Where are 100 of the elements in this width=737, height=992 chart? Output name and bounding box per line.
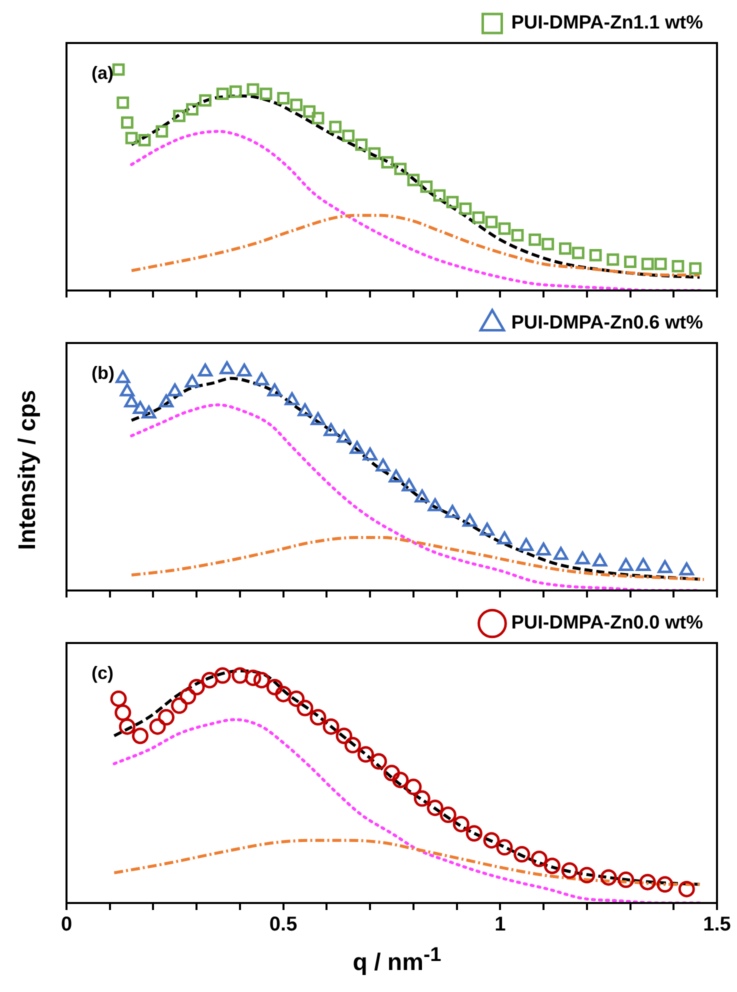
point bbox=[342, 130, 355, 142]
point bbox=[689, 262, 702, 275]
point bbox=[679, 562, 694, 576]
point bbox=[656, 876, 674, 893]
point bbox=[514, 846, 530, 862]
point bbox=[578, 866, 596, 884]
point bbox=[572, 246, 584, 260]
point bbox=[536, 542, 551, 556]
point bbox=[518, 538, 534, 552]
point bbox=[188, 678, 205, 696]
point bbox=[220, 361, 234, 374]
point bbox=[388, 470, 404, 483]
legend-label: PUI-DMPA-Zn0.0 wt% bbox=[511, 612, 704, 634]
legend-label: PUI-DMPA-Zn0.6 wt% bbox=[511, 312, 704, 334]
point bbox=[528, 233, 542, 246]
point bbox=[201, 672, 218, 688]
point bbox=[445, 504, 460, 518]
point bbox=[298, 403, 312, 416]
point bbox=[530, 850, 548, 868]
point bbox=[394, 162, 407, 176]
point bbox=[236, 363, 252, 376]
point bbox=[121, 116, 134, 129]
point bbox=[232, 667, 248, 684]
point bbox=[654, 258, 667, 270]
point bbox=[253, 672, 270, 688]
point bbox=[290, 98, 303, 112]
point bbox=[156, 125, 168, 138]
point bbox=[483, 832, 500, 849]
x-tick-label: 1.5 bbox=[703, 914, 731, 936]
point bbox=[275, 686, 292, 702]
point bbox=[384, 764, 400, 782]
point bbox=[120, 383, 135, 396]
point bbox=[244, 670, 262, 686]
point bbox=[639, 874, 656, 890]
point bbox=[180, 688, 196, 705]
point bbox=[267, 383, 282, 396]
point bbox=[132, 401, 148, 414]
x-tick-label: 0.5 bbox=[269, 914, 298, 936]
point bbox=[511, 229, 524, 242]
point bbox=[214, 667, 231, 684]
point bbox=[362, 447, 378, 460]
point bbox=[171, 697, 188, 714]
point bbox=[284, 392, 300, 406]
point bbox=[485, 216, 498, 228]
point bbox=[324, 423, 338, 436]
point bbox=[158, 394, 174, 408]
point bbox=[426, 800, 444, 816]
point bbox=[370, 753, 387, 770]
point bbox=[618, 558, 634, 571]
point bbox=[592, 554, 608, 567]
point bbox=[112, 63, 125, 76]
point bbox=[125, 132, 138, 144]
point bbox=[118, 718, 136, 735]
point bbox=[277, 92, 290, 104]
point bbox=[466, 825, 482, 842]
point bbox=[480, 522, 494, 536]
point bbox=[110, 690, 127, 707]
point bbox=[575, 551, 590, 564]
point bbox=[355, 138, 368, 151]
point bbox=[672, 260, 684, 272]
point bbox=[452, 816, 470, 832]
point bbox=[336, 430, 352, 443]
point bbox=[158, 709, 174, 726]
annotation: (c) bbox=[92, 662, 114, 683]
point bbox=[142, 405, 156, 418]
point bbox=[132, 728, 148, 744]
point bbox=[266, 678, 283, 696]
point bbox=[114, 704, 132, 721]
point bbox=[199, 94, 212, 107]
point bbox=[116, 96, 130, 109]
point bbox=[303, 105, 316, 118]
point bbox=[624, 256, 636, 268]
point bbox=[420, 180, 433, 193]
point bbox=[433, 189, 446, 202]
x-tick-label: 0 bbox=[60, 914, 72, 936]
point bbox=[368, 147, 381, 160]
point bbox=[459, 202, 472, 215]
point bbox=[376, 458, 390, 472]
point bbox=[254, 372, 269, 386]
point bbox=[184, 374, 200, 388]
point bbox=[561, 862, 578, 879]
point bbox=[322, 718, 340, 735]
point bbox=[173, 110, 186, 122]
point bbox=[116, 370, 130, 384]
point bbox=[344, 736, 361, 754]
annotation: (b) bbox=[92, 362, 114, 383]
point bbox=[497, 531, 512, 544]
y-axis-title: Intensity / cps bbox=[14, 390, 42, 550]
point bbox=[310, 412, 326, 426]
point bbox=[618, 872, 634, 888]
point bbox=[554, 546, 568, 560]
point bbox=[288, 690, 305, 707]
point bbox=[414, 790, 430, 807]
point bbox=[138, 134, 151, 146]
point bbox=[600, 869, 617, 886]
point bbox=[350, 440, 364, 454]
point bbox=[678, 880, 695, 898]
point bbox=[168, 383, 182, 396]
x-tick-label: 1 bbox=[494, 914, 506, 936]
point bbox=[658, 560, 672, 574]
